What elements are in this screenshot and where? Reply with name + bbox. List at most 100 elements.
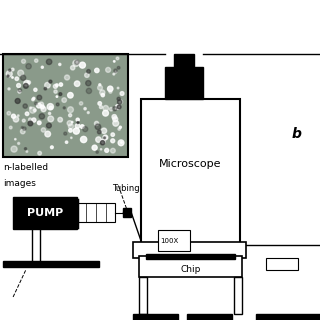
Circle shape bbox=[76, 118, 79, 121]
Circle shape bbox=[103, 137, 106, 139]
Circle shape bbox=[11, 146, 17, 152]
Circle shape bbox=[98, 85, 102, 90]
Bar bbox=[32, 229, 40, 262]
Circle shape bbox=[56, 103, 59, 106]
Circle shape bbox=[77, 122, 79, 124]
Circle shape bbox=[117, 100, 122, 104]
Circle shape bbox=[9, 126, 12, 129]
Bar bbox=[13, 197, 77, 229]
Circle shape bbox=[24, 80, 29, 86]
Circle shape bbox=[65, 141, 68, 143]
Circle shape bbox=[118, 140, 124, 146]
Text: images: images bbox=[3, 179, 36, 188]
Circle shape bbox=[51, 146, 53, 149]
Circle shape bbox=[101, 128, 107, 133]
Circle shape bbox=[48, 112, 51, 115]
Circle shape bbox=[17, 84, 20, 87]
Bar bbox=[133, 242, 246, 258]
Circle shape bbox=[64, 132, 67, 135]
Bar bbox=[139, 256, 242, 277]
Circle shape bbox=[115, 71, 117, 73]
Circle shape bbox=[46, 59, 52, 65]
Bar bbox=[3, 261, 99, 267]
Circle shape bbox=[100, 149, 102, 150]
Circle shape bbox=[34, 109, 36, 112]
Circle shape bbox=[12, 114, 16, 118]
Bar bbox=[234, 277, 242, 314]
Circle shape bbox=[39, 102, 44, 107]
Bar bbox=[123, 208, 131, 217]
Circle shape bbox=[117, 87, 119, 89]
Circle shape bbox=[100, 90, 105, 95]
Circle shape bbox=[108, 86, 113, 92]
Circle shape bbox=[40, 105, 44, 109]
Circle shape bbox=[87, 69, 90, 73]
Circle shape bbox=[7, 75, 9, 77]
Bar bbox=[133, 314, 178, 320]
Circle shape bbox=[25, 112, 29, 116]
Circle shape bbox=[41, 107, 46, 112]
Bar bbox=[146, 254, 235, 259]
Text: n-labelled: n-labelled bbox=[3, 163, 48, 172]
Circle shape bbox=[18, 89, 22, 92]
Circle shape bbox=[68, 114, 72, 117]
Circle shape bbox=[12, 77, 13, 78]
Circle shape bbox=[68, 124, 74, 129]
Circle shape bbox=[26, 151, 28, 152]
Circle shape bbox=[34, 88, 37, 92]
Circle shape bbox=[96, 151, 99, 153]
Circle shape bbox=[11, 68, 14, 71]
Circle shape bbox=[95, 68, 99, 73]
Circle shape bbox=[20, 75, 26, 80]
Circle shape bbox=[109, 90, 112, 93]
Circle shape bbox=[27, 81, 30, 84]
Circle shape bbox=[69, 129, 72, 132]
Circle shape bbox=[103, 135, 108, 140]
Circle shape bbox=[24, 148, 27, 150]
Text: 100X: 100X bbox=[160, 238, 178, 244]
Circle shape bbox=[103, 106, 108, 111]
Circle shape bbox=[119, 100, 123, 104]
Circle shape bbox=[56, 96, 58, 97]
Circle shape bbox=[54, 90, 57, 93]
Circle shape bbox=[70, 66, 75, 70]
Circle shape bbox=[116, 108, 117, 109]
Circle shape bbox=[96, 137, 101, 142]
Bar bbox=[139, 277, 147, 314]
Circle shape bbox=[111, 133, 115, 136]
Circle shape bbox=[117, 67, 120, 69]
Circle shape bbox=[75, 124, 80, 128]
Circle shape bbox=[18, 70, 24, 76]
Circle shape bbox=[73, 60, 79, 67]
Circle shape bbox=[29, 107, 36, 113]
Circle shape bbox=[100, 106, 102, 108]
Circle shape bbox=[58, 117, 62, 122]
Circle shape bbox=[79, 102, 83, 105]
Circle shape bbox=[83, 127, 88, 132]
Circle shape bbox=[86, 81, 91, 86]
Circle shape bbox=[76, 61, 78, 64]
Circle shape bbox=[9, 69, 11, 71]
Text: b: b bbox=[291, 127, 301, 141]
Circle shape bbox=[49, 106, 52, 109]
Circle shape bbox=[94, 121, 99, 125]
Circle shape bbox=[80, 125, 84, 128]
Bar bbox=[165, 67, 203, 99]
Circle shape bbox=[17, 115, 19, 116]
Circle shape bbox=[114, 60, 115, 62]
Text: Tubing: Tubing bbox=[112, 184, 140, 193]
Circle shape bbox=[116, 105, 120, 109]
Circle shape bbox=[39, 114, 44, 119]
Circle shape bbox=[111, 139, 115, 143]
Circle shape bbox=[86, 88, 92, 93]
Circle shape bbox=[22, 119, 25, 122]
Bar bbox=[187, 314, 232, 320]
Circle shape bbox=[68, 92, 73, 98]
Circle shape bbox=[87, 112, 89, 114]
Circle shape bbox=[110, 148, 115, 153]
Bar bbox=[174, 54, 194, 67]
Circle shape bbox=[84, 108, 86, 110]
Circle shape bbox=[114, 69, 117, 72]
Circle shape bbox=[98, 102, 101, 105]
Circle shape bbox=[59, 83, 63, 86]
